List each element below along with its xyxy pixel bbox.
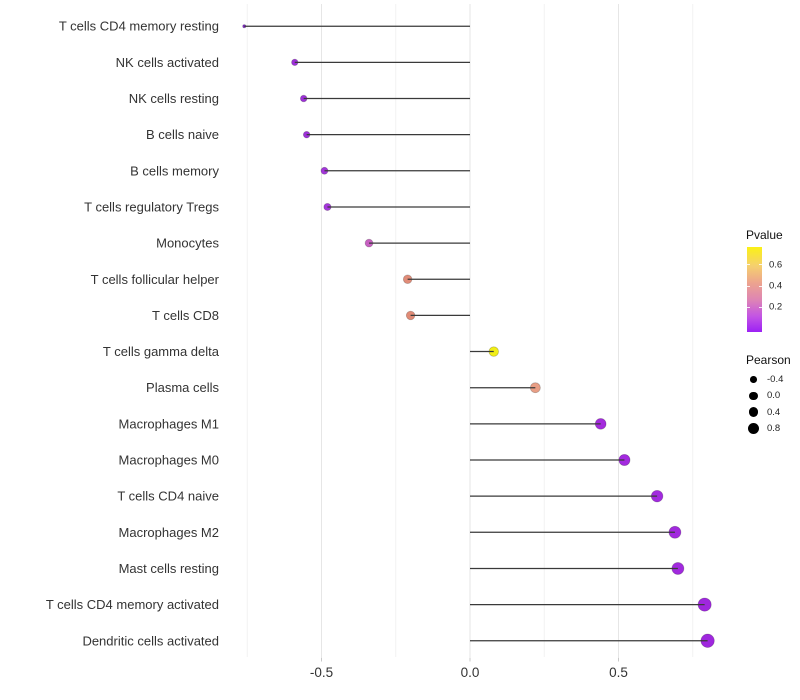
row-label: T cells follicular helper — [91, 272, 220, 287]
pearson-key-label: 0.0 — [767, 390, 781, 402]
legend-panel: Pvalue 0.6 0.4 0.2 Pearson -0.4 0.0 0.4 0.8 — [746, 228, 800, 437]
row-label: B cells memory — [130, 163, 219, 178]
row-label: T cells gamma delta — [103, 344, 220, 359]
pearson-key-dot — [750, 375, 757, 383]
row-label: Plasma cells — [146, 380, 219, 395]
pearson-key-dot — [749, 391, 758, 400]
x-tick-label: 0.0 — [461, 665, 480, 680]
pearson-key-label: 0.8 — [767, 423, 781, 435]
row-label: Macrophages M1 — [119, 416, 219, 431]
pvalue-gradient-bar — [747, 247, 762, 332]
pearson-legend-item: -0.4 — [746, 371, 800, 388]
pearson-key-dot-box — [746, 407, 761, 418]
row-label: Dendritic cells activated — [82, 633, 219, 648]
pvalue-tick-mark — [759, 264, 762, 266]
pearson-legend-item: 0.4 — [746, 404, 800, 421]
pearson-legend-item: 0.0 — [746, 388, 800, 405]
row-label: T cells CD4 naive — [117, 489, 219, 504]
row-label: Macrophages M2 — [119, 525, 219, 540]
pvalue-tick-mark — [747, 264, 750, 266]
row-label: T cells CD4 memory activated — [46, 597, 219, 612]
pearson-key-label: -0.4 — [767, 373, 784, 385]
pearson-key-dot-box — [746, 375, 761, 383]
row-label: NK cells resting — [129, 91, 219, 106]
pearson-legend-title: Pearson — [746, 353, 791, 367]
pearson-size-legend: Pearson -0.4 0.0 0.4 0.8 — [746, 353, 800, 437]
pearson-key-dot — [747, 423, 760, 435]
row-label: B cells naive — [146, 127, 219, 142]
pvalue-tick-label: 0.4 — [769, 280, 783, 292]
row-label: NK cells activated — [116, 55, 219, 70]
row-label: Macrophages M0 — [119, 453, 219, 468]
row-label: Monocytes — [156, 236, 219, 251]
row-label: T cells CD4 memory resting — [59, 19, 219, 34]
row-label: T cells CD8 — [152, 308, 219, 323]
pvalue-tick-mark — [747, 306, 750, 308]
row-label: T cells regulatory Tregs — [84, 199, 219, 214]
pvalue-tick-mark — [747, 285, 750, 287]
pvalue-legend-title: Pvalue — [746, 228, 783, 242]
x-tick-label: 0.5 — [609, 665, 628, 680]
pearson-key-dot-box — [746, 391, 761, 400]
x-tick-label: -0.5 — [310, 665, 333, 680]
pvalue-tick-label: 0.6 — [769, 259, 783, 271]
pearson-key-dot — [748, 407, 759, 418]
pvalue-tick-mark — [759, 306, 762, 308]
pvalue-color-legend: Pvalue 0.6 0.4 0.2 — [746, 228, 800, 332]
row-label: Mast cells resting — [119, 561, 219, 576]
pearson-key-label: 0.4 — [767, 406, 781, 418]
pvalue-tick-label: 0.2 — [769, 301, 783, 313]
pvalue-gradient-row: 0.6 0.4 0.2 — [746, 247, 800, 332]
pearson-legend-item: 0.8 — [746, 421, 800, 438]
pearson-key-dot-box — [746, 423, 761, 435]
pvalue-tick-mark — [759, 285, 762, 287]
